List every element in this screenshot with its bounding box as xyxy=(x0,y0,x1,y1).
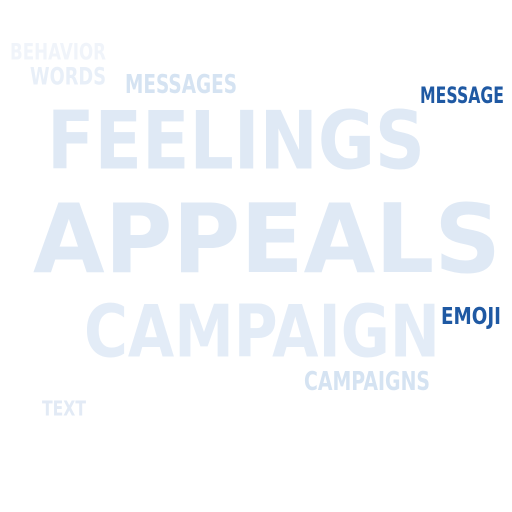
word-words: WORDS xyxy=(30,63,106,92)
word-campaign: CAMPAIGN xyxy=(84,289,440,374)
word-message: MESSAGE xyxy=(420,84,504,109)
word-campaigns: CAMPAIGNS xyxy=(304,367,430,397)
word-messages: MESSAGES xyxy=(125,70,237,100)
word-appeals: APPEALS xyxy=(33,185,501,296)
word-behavior: BEHAVIOR xyxy=(10,38,106,66)
word-feelings: FEELINGS xyxy=(47,94,425,189)
word-emoji: EMOJI xyxy=(441,303,501,331)
word-text: TEXT xyxy=(42,398,86,421)
